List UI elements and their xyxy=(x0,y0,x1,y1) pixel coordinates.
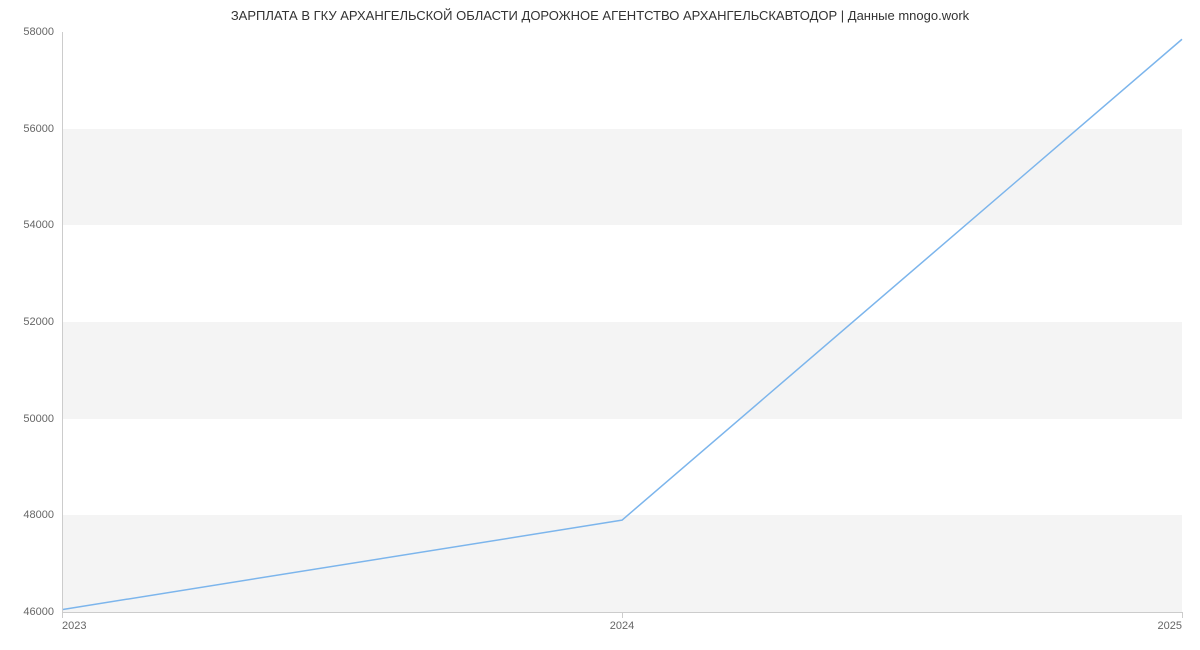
y-tick-label: 48000 xyxy=(23,509,54,521)
y-axis-line xyxy=(62,32,63,612)
y-tick-label: 56000 xyxy=(23,123,54,135)
x-tick-label: 2023 xyxy=(62,620,86,632)
y-tick-label: 54000 xyxy=(23,219,54,231)
x-axis-line xyxy=(62,612,1182,613)
series-line-salary xyxy=(62,39,1182,609)
x-tick-label: 2024 xyxy=(610,620,634,632)
salary-chart: ЗАРПЛАТА В ГКУ АРХАНГЕЛЬСКОЙ ОБЛАСТИ ДОР… xyxy=(0,0,1200,650)
line-series-layer xyxy=(62,32,1182,612)
y-tick-label: 58000 xyxy=(23,26,54,38)
chart-title: ЗАРПЛАТА В ГКУ АРХАНГЕЛЬСКОЙ ОБЛАСТИ ДОР… xyxy=(0,8,1200,23)
y-tick-label: 50000 xyxy=(23,413,54,425)
y-tick-label: 52000 xyxy=(23,316,54,328)
x-tick-mark xyxy=(1182,612,1183,618)
x-tick-label: 2025 xyxy=(1158,620,1182,632)
plot-area: 4600048000500005200054000560005800020232… xyxy=(62,32,1182,612)
y-tick-label: 46000 xyxy=(23,606,54,618)
